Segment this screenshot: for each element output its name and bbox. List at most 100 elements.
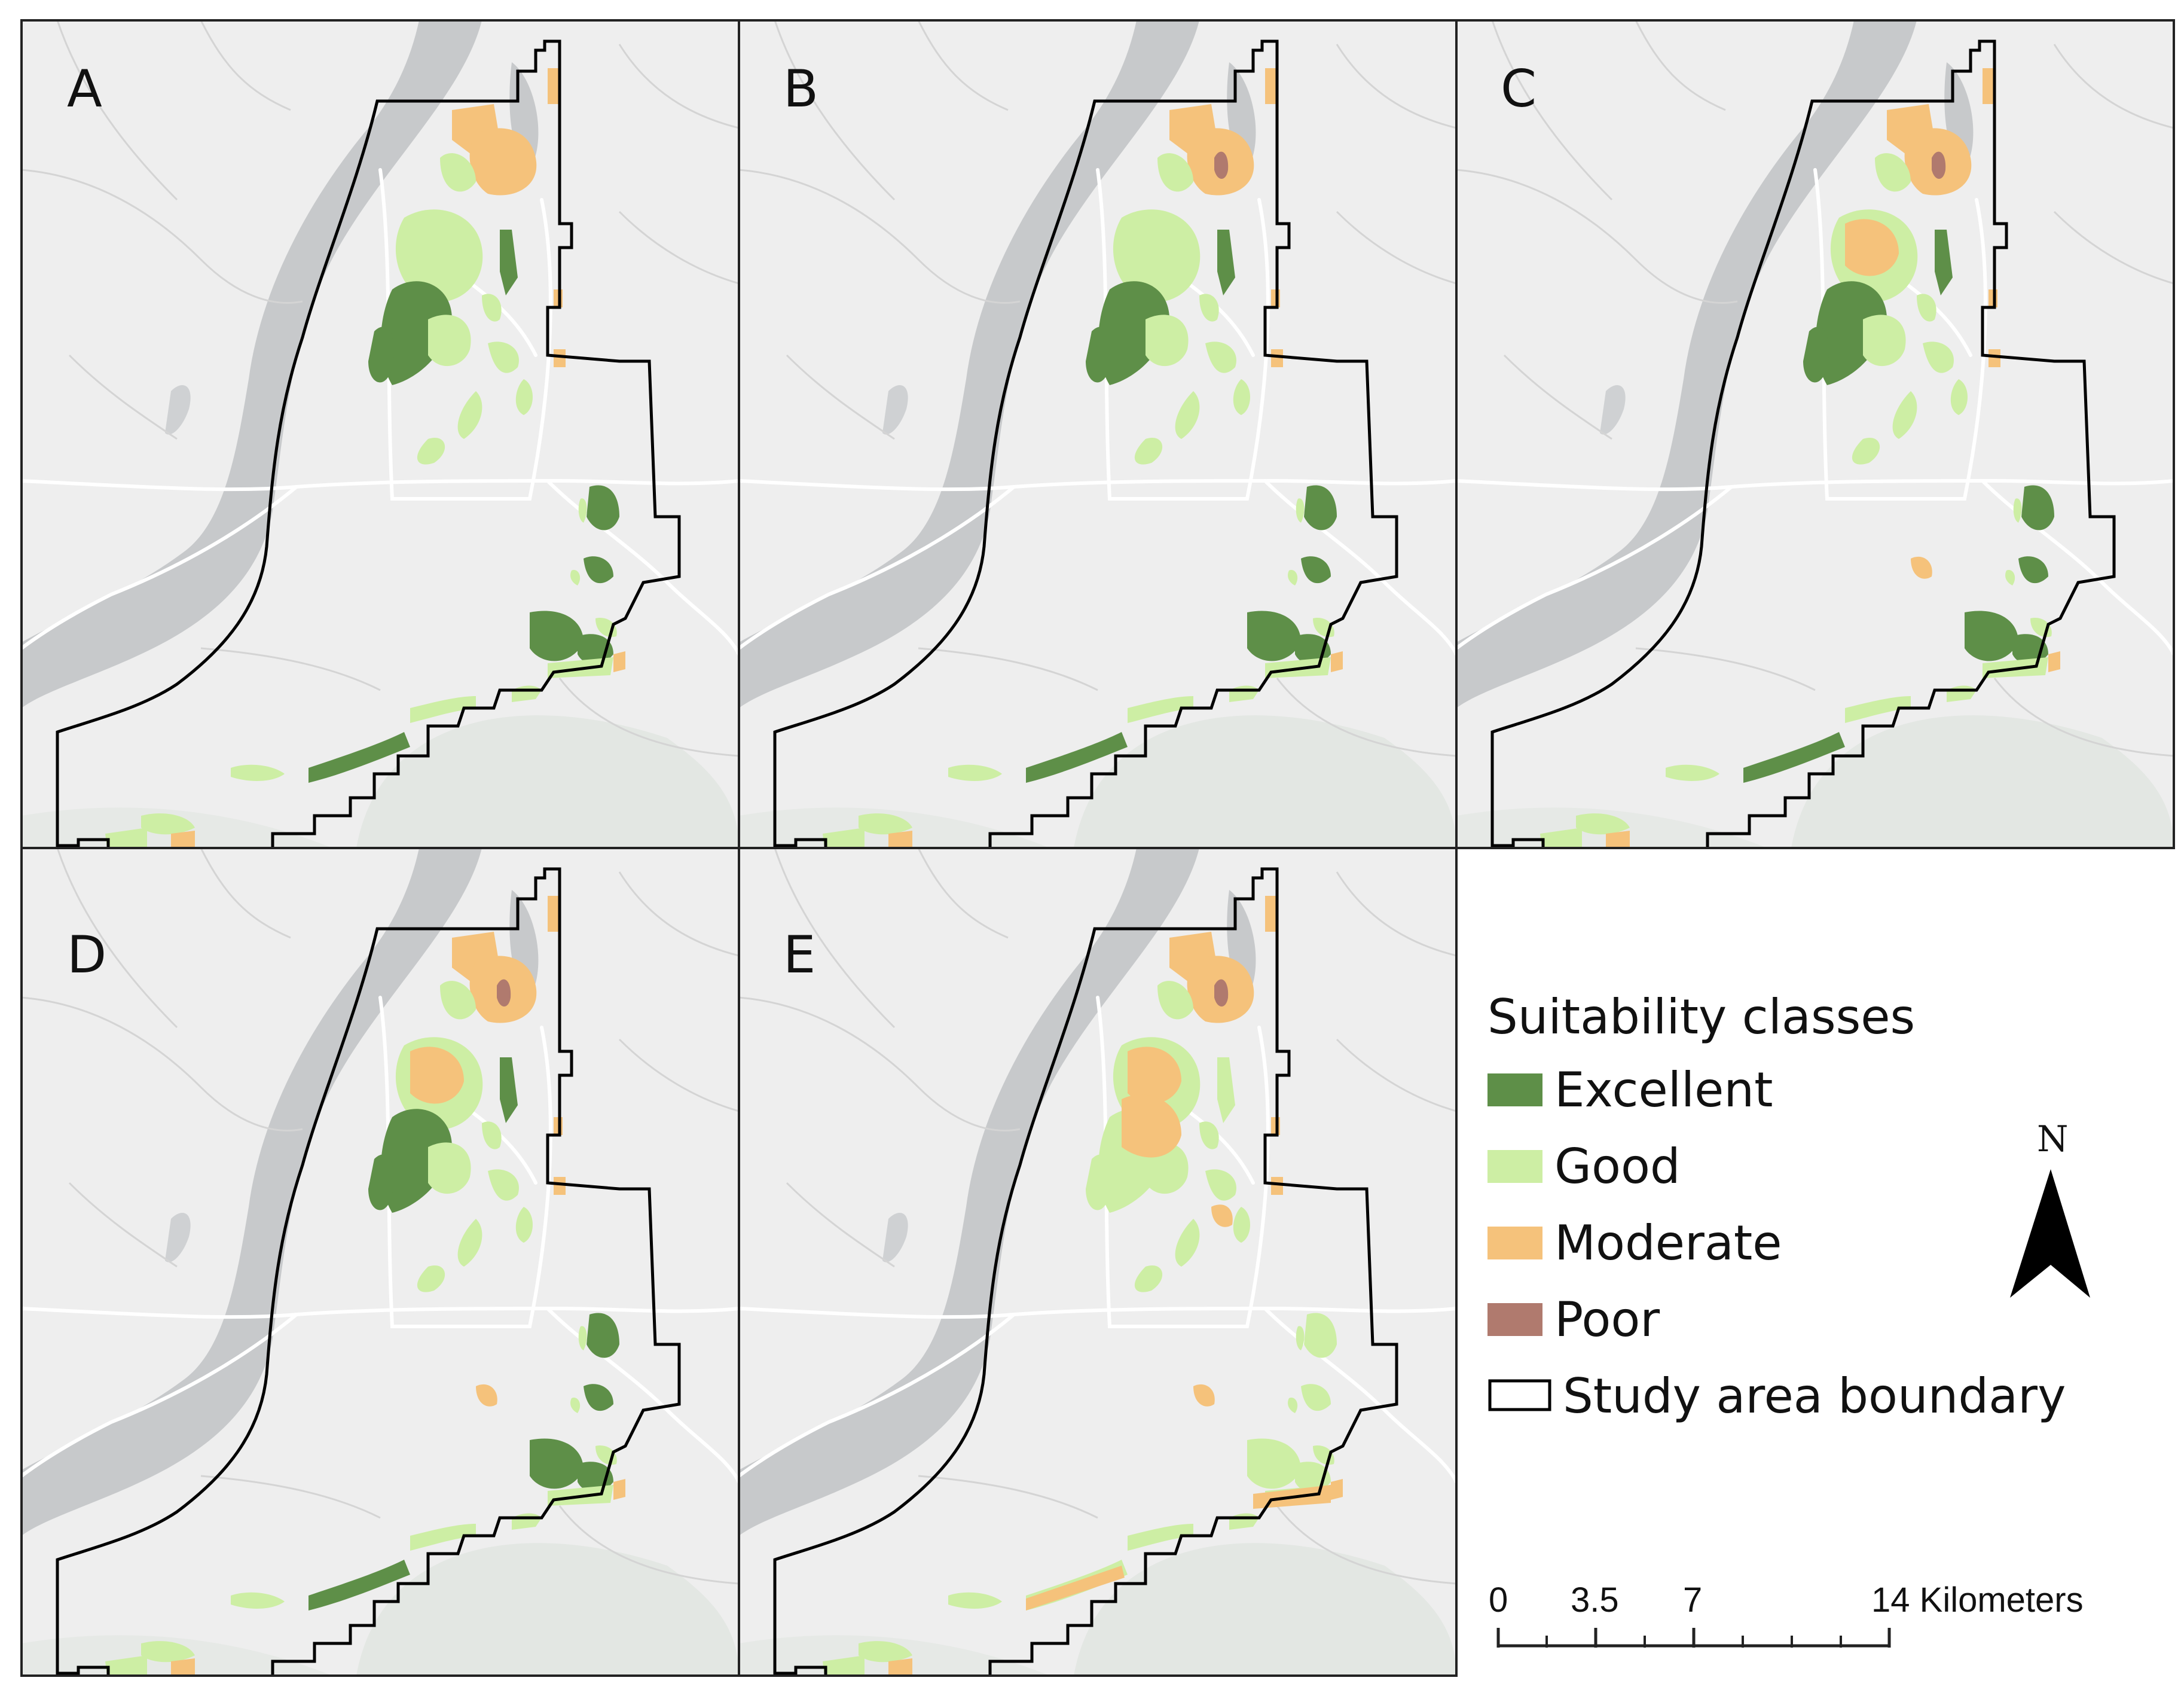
patch-good	[578, 1326, 587, 1350]
patch-good	[515, 379, 533, 415]
map-panel-b	[738, 19, 1458, 849]
patch-moderate	[1265, 68, 1277, 104]
patch-moderate	[1193, 1384, 1215, 1407]
patch-moderate	[1331, 651, 1343, 672]
patch-excellent	[1026, 732, 1128, 783]
north-arrow: N	[2010, 1118, 2090, 1298]
patch-excellent	[381, 281, 452, 385]
patch-good	[859, 1641, 912, 1663]
patch-good	[105, 1655, 147, 1676]
patch-good	[410, 1524, 476, 1551]
suitability-patches	[823, 68, 1343, 848]
patch-good	[1233, 1207, 1250, 1243]
patch-good	[515, 1207, 533, 1243]
legend-label-moderate: Moderate	[1554, 1215, 1782, 1271]
patch-good	[410, 696, 476, 723]
patch-good	[948, 764, 1002, 781]
patch-excellent	[500, 1057, 518, 1123]
patch-moderate	[1265, 896, 1277, 932]
patch-moderate	[548, 68, 560, 104]
patch-excellent	[1803, 327, 1829, 383]
patch-excellent	[500, 230, 518, 295]
panel-frame	[1455, 19, 2175, 849]
patch-good	[2013, 498, 2022, 523]
patch-good	[482, 294, 502, 322]
patch-moderate	[1026, 1566, 1125, 1611]
patch-good	[1950, 379, 1968, 415]
patch-excellent	[587, 1313, 619, 1358]
patch-poor	[1932, 151, 1946, 179]
patch-excellent	[308, 1560, 410, 1611]
patch-good	[1199, 294, 1219, 322]
patch-moderate	[888, 1658, 912, 1676]
patch-excellent	[1965, 611, 2018, 661]
patch-good	[1113, 209, 1201, 303]
patch-good	[417, 1265, 445, 1292]
legend: Suitability classes Excellent Good Moder…	[1487, 989, 2066, 1424]
patch-excellent	[1301, 556, 1331, 584]
patch-moderate	[554, 1177, 566, 1195]
panel-label-d: D	[67, 925, 106, 985]
patch-good	[2005, 570, 2015, 585]
panel-label-e: E	[783, 925, 815, 985]
scale-bar: 0 3.5 7 14 Kilometers	[1489, 1581, 2084, 1648]
patch-good	[1205, 1169, 1236, 1201]
legend-swatch-moderate	[1487, 1227, 1542, 1259]
patch-good	[395, 209, 483, 303]
patch-moderate	[554, 349, 566, 367]
map-panel-c	[1455, 19, 2175, 849]
panel-label-c: C	[1501, 59, 1537, 119]
legend-swatch-boundary	[1488, 1379, 1551, 1411]
scale-tick-0: 0	[1489, 1581, 1508, 1619]
patch-good	[1288, 570, 1298, 585]
patch-good	[1134, 1265, 1163, 1292]
panel-frame	[738, 847, 1458, 1677]
patch-good	[417, 438, 445, 465]
patch-good	[823, 1655, 865, 1676]
patch-excellent	[530, 611, 584, 661]
patch-good	[440, 153, 476, 192]
suitability-patches	[1540, 68, 2060, 848]
legend-label-excellent: Excellent	[1554, 1062, 1773, 1118]
patch-good	[1247, 1438, 1301, 1489]
legend-label-poor: Poor	[1554, 1292, 1660, 1347]
patch-excellent	[584, 1384, 613, 1411]
patch-moderate	[1128, 1047, 1181, 1104]
patch-good	[1576, 813, 1630, 835]
patch-excellent	[2018, 556, 2048, 584]
patch-good	[1175, 1219, 1200, 1267]
patch-moderate	[1271, 1177, 1283, 1195]
patch-poor	[1214, 979, 1229, 1006]
suitability-patches	[105, 896, 625, 1676]
patch-moderate	[1211, 1204, 1233, 1227]
patch-good	[570, 570, 581, 585]
patch-excellent	[381, 1109, 452, 1213]
patch-good	[1917, 294, 1936, 322]
legend-swatch-excellent	[1487, 1073, 1542, 1106]
patch-good	[1852, 438, 1880, 465]
patch-good	[1134, 438, 1163, 465]
patch-moderate	[613, 651, 625, 672]
scale-tick-7: 7	[1683, 1581, 1702, 1619]
patch-good	[1288, 1398, 1298, 1413]
patch-good	[428, 1142, 471, 1194]
patch-excellent	[587, 485, 619, 530]
patch-good	[1086, 1154, 1111, 1210]
legend-swatch-poor	[1487, 1303, 1542, 1336]
patch-good	[1157, 981, 1193, 1020]
map-panel-a	[20, 19, 740, 849]
patch-good	[1296, 498, 1305, 523]
patch-poor	[1214, 151, 1229, 179]
patch-good	[457, 391, 482, 439]
patch-excellent	[1217, 230, 1235, 295]
north-arrow-icon	[2010, 1169, 2090, 1298]
patch-good	[948, 1592, 1002, 1609]
patch-moderate	[476, 1384, 497, 1407]
patch-good	[231, 764, 285, 781]
patch-moderate	[2048, 651, 2060, 672]
patch-moderate	[171, 831, 195, 848]
patch-good	[482, 1121, 502, 1149]
patch-good	[1217, 1057, 1235, 1123]
patch-moderate	[888, 831, 912, 848]
patch-good	[141, 813, 195, 835]
